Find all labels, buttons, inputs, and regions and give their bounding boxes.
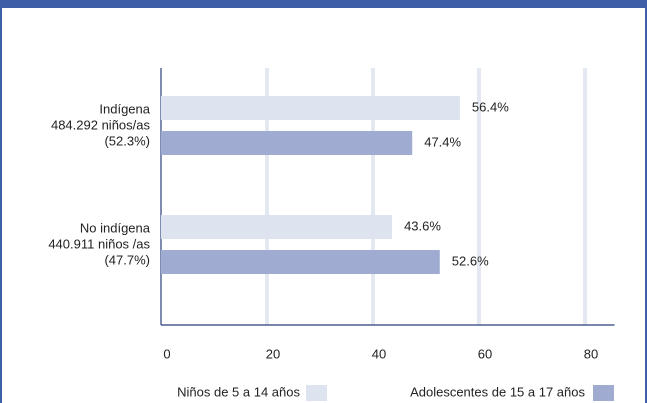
legend-label: Niños de 5 a 14 años	[177, 384, 300, 399]
x-tick-label: 60	[478, 346, 492, 361]
bar	[161, 96, 460, 120]
value-label: 56.4%	[472, 99, 509, 114]
x-tick-label: 40	[372, 346, 386, 361]
legend-swatch	[306, 385, 327, 401]
legend-swatch	[593, 385, 614, 401]
x-tick-label: 80	[584, 346, 598, 361]
category-label: Indígena	[99, 101, 150, 116]
left-border	[0, 0, 2, 403]
value-label: 47.4%	[424, 134, 461, 149]
category-label: (47.7%)	[104, 252, 150, 267]
category-label: (52.3%)	[104, 133, 150, 148]
bar	[161, 215, 393, 239]
x-tick-label: 20	[266, 346, 280, 361]
x-tick-label: 0	[163, 346, 170, 361]
value-label: 43.6%	[404, 218, 441, 233]
bar	[161, 250, 440, 274]
category-label: 484.292 niños/as	[51, 117, 151, 132]
value-label: 52.6%	[452, 253, 489, 268]
top-bar	[0, 0, 647, 8]
category-label: 440.911 niños /as	[48, 236, 150, 251]
legend-label: Adolescentes de 15 a 17 años	[410, 384, 585, 399]
category-label: No indígena	[80, 220, 151, 235]
bar	[161, 131, 413, 155]
right-border	[645, 0, 647, 403]
